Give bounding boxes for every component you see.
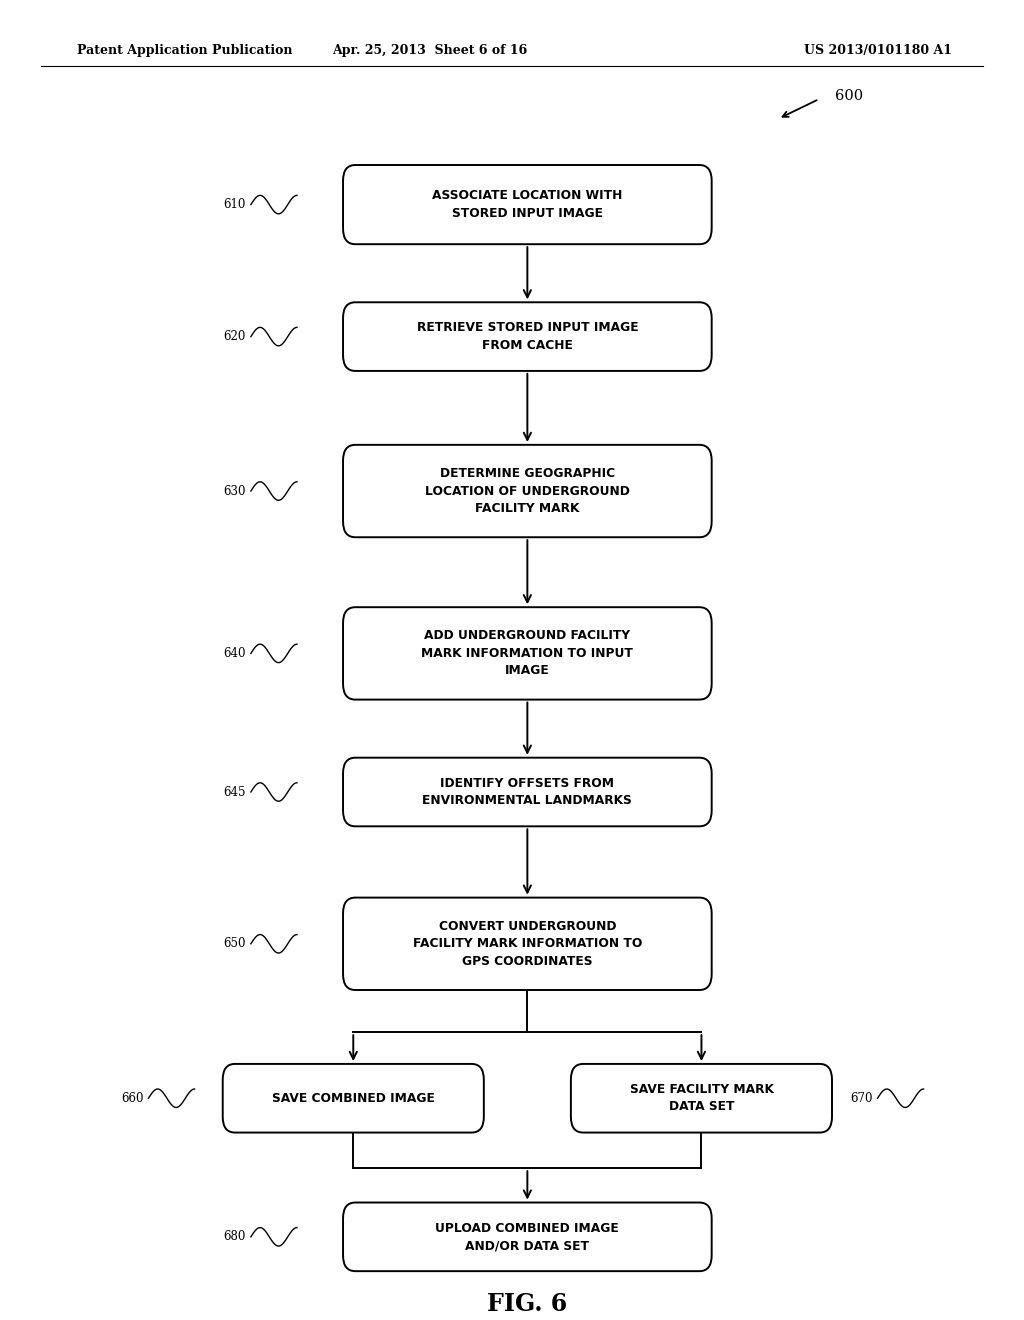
Text: IDENTIFY OFFSETS FROM
ENVIRONMENTAL LANDMARKS: IDENTIFY OFFSETS FROM ENVIRONMENTAL LAND… xyxy=(423,776,632,808)
Text: US 2013/0101180 A1: US 2013/0101180 A1 xyxy=(804,44,952,57)
Text: 620: 620 xyxy=(223,330,246,343)
Text: Apr. 25, 2013  Sheet 6 of 16: Apr. 25, 2013 Sheet 6 of 16 xyxy=(333,44,527,57)
FancyBboxPatch shape xyxy=(343,898,712,990)
FancyBboxPatch shape xyxy=(343,302,712,371)
Text: Patent Application Publication: Patent Application Publication xyxy=(77,44,292,57)
Text: 600: 600 xyxy=(835,90,862,103)
FancyBboxPatch shape xyxy=(343,445,712,537)
Text: DETERMINE GEOGRAPHIC
LOCATION OF UNDERGROUND
FACILITY MARK: DETERMINE GEOGRAPHIC LOCATION OF UNDERGR… xyxy=(425,467,630,515)
FancyBboxPatch shape xyxy=(343,1203,712,1271)
Text: SAVE COMBINED IMAGE: SAVE COMBINED IMAGE xyxy=(271,1092,435,1105)
Text: ASSOCIATE LOCATION WITH
STORED INPUT IMAGE: ASSOCIATE LOCATION WITH STORED INPUT IMA… xyxy=(432,189,623,220)
Text: 640: 640 xyxy=(223,647,246,660)
Text: RETRIEVE STORED INPUT IMAGE
FROM CACHE: RETRIEVE STORED INPUT IMAGE FROM CACHE xyxy=(417,321,638,352)
Text: SAVE FACILITY MARK
DATA SET: SAVE FACILITY MARK DATA SET xyxy=(630,1082,773,1114)
Text: UPLOAD COMBINED IMAGE
AND/OR DATA SET: UPLOAD COMBINED IMAGE AND/OR DATA SET xyxy=(435,1221,620,1253)
FancyBboxPatch shape xyxy=(343,607,712,700)
Text: 630: 630 xyxy=(223,484,246,498)
Text: 680: 680 xyxy=(223,1230,246,1243)
FancyBboxPatch shape xyxy=(571,1064,833,1133)
Text: 650: 650 xyxy=(223,937,246,950)
Text: 645: 645 xyxy=(223,785,246,799)
FancyBboxPatch shape xyxy=(222,1064,483,1133)
Text: CONVERT UNDERGROUND
FACILITY MARK INFORMATION TO
GPS COORDINATES: CONVERT UNDERGROUND FACILITY MARK INFORM… xyxy=(413,920,642,968)
FancyBboxPatch shape xyxy=(343,165,712,244)
Text: 670: 670 xyxy=(850,1092,872,1105)
Text: 660: 660 xyxy=(121,1092,143,1105)
Text: ADD UNDERGROUND FACILITY
MARK INFORMATION TO INPUT
IMAGE: ADD UNDERGROUND FACILITY MARK INFORMATIO… xyxy=(422,630,633,677)
Text: 610: 610 xyxy=(223,198,246,211)
Text: FIG. 6: FIG. 6 xyxy=(487,1292,567,1316)
FancyBboxPatch shape xyxy=(343,758,712,826)
